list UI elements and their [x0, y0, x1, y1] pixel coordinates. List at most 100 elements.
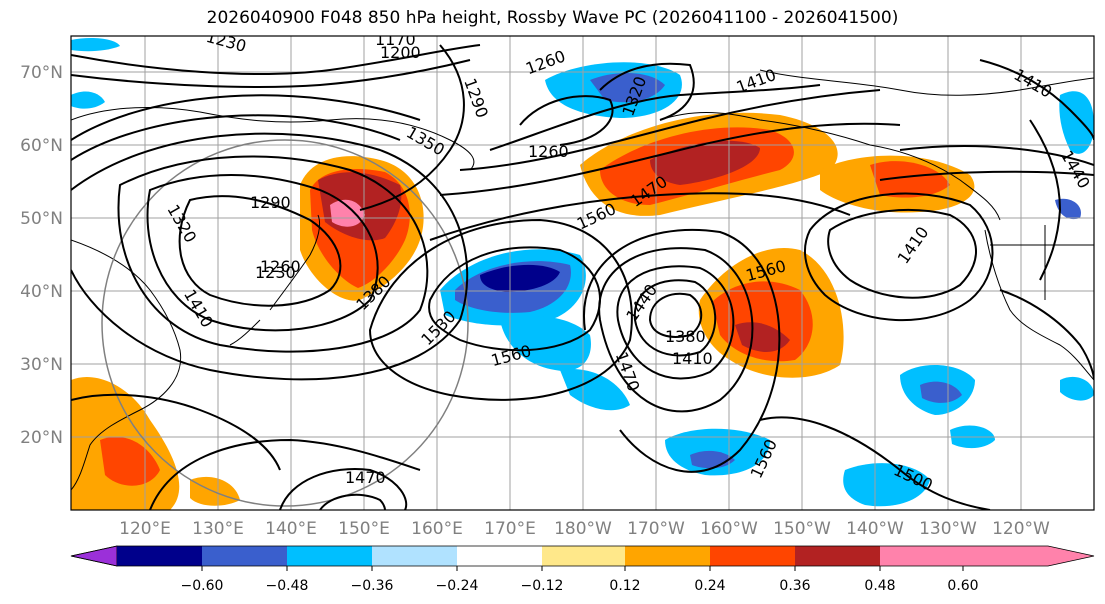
- contour-line: [489, 84, 821, 151]
- contour-line: [178, 195, 342, 307]
- anomaly-blob: [480, 264, 560, 292]
- contour-label: 1290: [250, 193, 291, 212]
- longitude-label: 160°E: [411, 519, 463, 539]
- contour-line: [827, 209, 977, 299]
- contour-line: [368, 218, 633, 401]
- longitude-label: 180°W: [554, 519, 612, 539]
- colorbar-segment: [542, 546, 625, 566]
- alaska-coastline: [659, 112, 1001, 221]
- anomaly-blob: [650, 140, 760, 185]
- contour-line: [598, 247, 754, 413]
- contour-line: [582, 228, 781, 473]
- colorbar-segment: [117, 546, 202, 566]
- longitude-label: 150°E: [338, 519, 390, 539]
- contour-label: 1200: [380, 43, 421, 62]
- contour-line: [149, 438, 421, 510]
- colorbar-segment: [880, 546, 963, 566]
- contour-line: [439, 122, 901, 196]
- colorbar-tick-label: −0.12: [521, 578, 564, 594]
- height-contours: [71, 44, 1094, 510]
- contour-line: [999, 289, 1094, 381]
- longitude-labels: 120°E 130°E 140°E 150°E 160°E 170°E 180°…: [119, 519, 1050, 539]
- contour-line: [429, 192, 851, 241]
- coastlines: [71, 69, 1094, 491]
- contour-line: [146, 174, 379, 332]
- longitude-label: 140°W: [846, 519, 904, 539]
- contour-label: 1470: [345, 468, 386, 487]
- colorbar-tick-label: 0.24: [694, 578, 725, 594]
- contour-label: 1260: [528, 142, 569, 161]
- longitude-label: 160°W: [700, 519, 758, 539]
- anomaly-blob: [1055, 198, 1081, 220]
- anomaly-blob: [71, 91, 105, 109]
- latitude-label: 20°N: [20, 428, 63, 448]
- anomaly-blob: [330, 199, 365, 227]
- arctic-coast: [759, 69, 1094, 96]
- contour-label: 1170: [375, 30, 416, 49]
- contour-line: [899, 144, 1094, 166]
- colorbar-segment: [372, 546, 457, 566]
- contour-line: [879, 170, 1094, 181]
- longitude-label: 130°W: [919, 519, 977, 539]
- asia-coastline: [71, 239, 182, 491]
- contour-line: [71, 114, 401, 161]
- contour-line: [71, 393, 281, 471]
- contour-label: 1380: [665, 327, 706, 346]
- contour-line: [759, 416, 991, 510]
- anomaly-blob: [843, 463, 930, 507]
- japan-coastline: [229, 214, 321, 346]
- anomaly-blob: [590, 73, 665, 103]
- na-border: [990, 225, 1094, 300]
- longitude-label: 120°E: [119, 519, 171, 539]
- colorbar-segment: [795, 546, 880, 566]
- map-title: 2026040900 F048 850 hPa height, Rossby W…: [206, 8, 899, 28]
- colorbar-tick-label: −0.36: [351, 578, 394, 594]
- colorbar-segment: [287, 546, 372, 566]
- anomaly-blob: [560, 369, 630, 411]
- latitude-label: 70°N: [20, 63, 63, 83]
- longitude-label: 150°W: [773, 519, 831, 539]
- contour-line: [648, 292, 703, 338]
- contour-line: [459, 89, 881, 171]
- anomaly-blob: [1060, 376, 1094, 401]
- na-coastline: [984, 229, 1094, 381]
- colorbar-extend-right: [963, 546, 1094, 566]
- anomaly-blob: [735, 322, 790, 352]
- contour-line: [633, 279, 717, 357]
- contour-line: [599, 62, 695, 121]
- map-frame: [70, 35, 1095, 511]
- longitude-label: 170°W: [627, 519, 685, 539]
- contour-line: [428, 246, 601, 352]
- latitude-label: 30°N: [20, 355, 63, 375]
- contour-line: [279, 468, 408, 510]
- colorbar-segment: [457, 546, 542, 566]
- latitude-label: 60°N: [20, 136, 63, 156]
- contour-label: 1260: [260, 257, 301, 276]
- contour-line: [71, 44, 481, 76]
- contour-label: 1230: [255, 263, 296, 282]
- contour-label: 1410: [672, 349, 713, 368]
- longitude-label: 170°E: [484, 519, 536, 539]
- latitude-labels: 70°N 60°N 50°N 40°N 30°N 20°N: [20, 63, 63, 448]
- longitude-label: 140°E: [265, 519, 317, 539]
- colorbar-tick-label: 0.12: [609, 578, 640, 594]
- colorbar-tick-label: 0.60: [947, 578, 978, 594]
- longitude-label: 120°W: [992, 519, 1050, 539]
- contour-line: [71, 59, 471, 88]
- colorbar-segment: [202, 546, 287, 566]
- graticule: [71, 36, 1094, 510]
- contour-line: [71, 132, 469, 381]
- colorbar-tick-label: −0.48: [266, 578, 309, 594]
- colorbar-extend-left: [70, 545, 118, 567]
- anomaly-shading: [71, 38, 1094, 510]
- latitude-label: 40°N: [20, 282, 63, 302]
- longitude-label: 130°E: [192, 519, 244, 539]
- colorbar-tick-label: −0.24: [436, 578, 479, 594]
- contour-line: [616, 265, 735, 380]
- contour-line: [804, 192, 994, 322]
- anomaly-blob: [920, 381, 962, 403]
- colorbar-segment: [625, 546, 710, 566]
- anomaly-blob: [500, 315, 591, 371]
- contour-line: [1029, 119, 1062, 281]
- contour-line: [979, 59, 1094, 141]
